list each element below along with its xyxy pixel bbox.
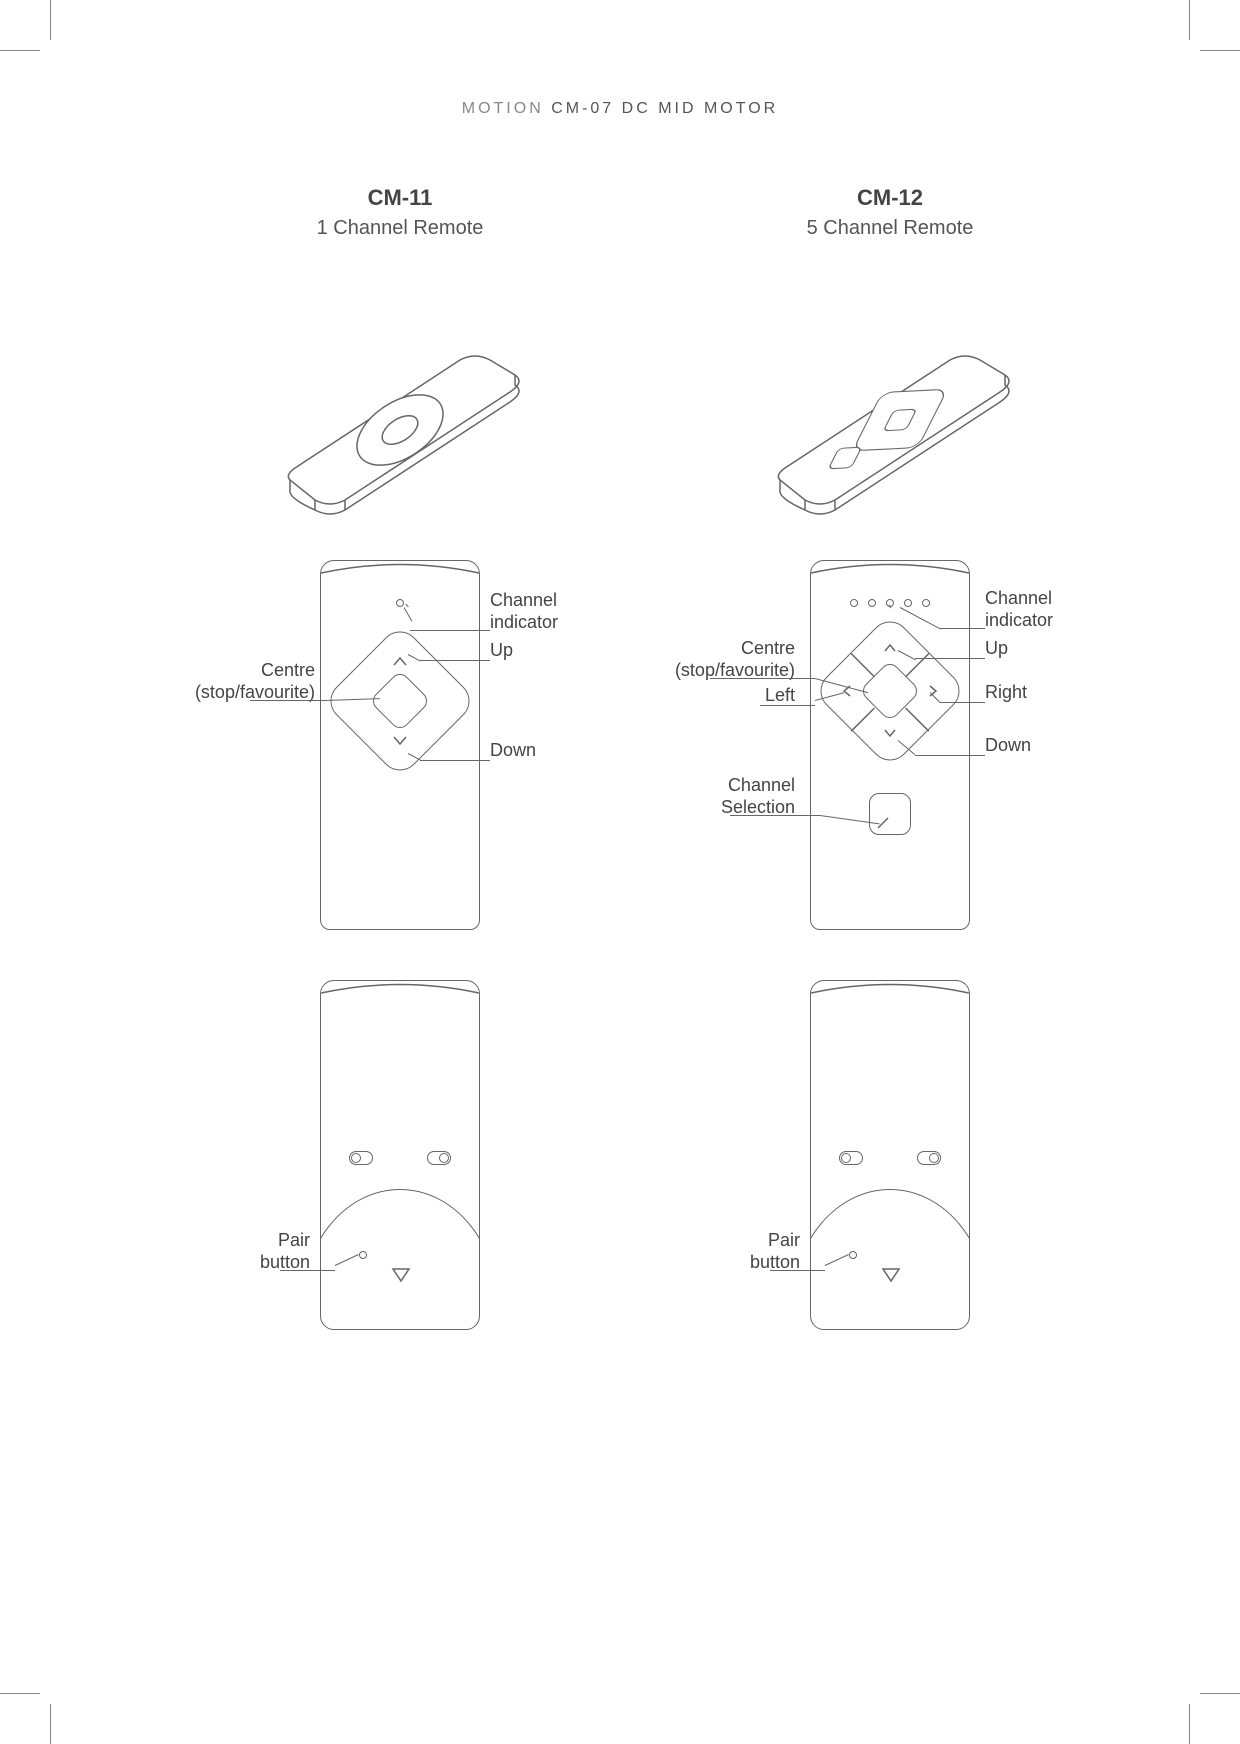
leader-line <box>770 1270 825 1271</box>
label-right: Right <box>985 682 1027 703</box>
leader-line <box>940 628 985 629</box>
leader-line <box>710 678 815 679</box>
channel-indicator-leds <box>850 599 930 607</box>
label-down: Down <box>490 740 536 761</box>
triangle-icon <box>881 1267 901 1283</box>
remote-front-cm11 <box>320 560 480 930</box>
led-icon <box>886 599 894 607</box>
led-icon <box>868 599 876 607</box>
crop-mark <box>1200 1693 1240 1694</box>
triangle-icon <box>391 1267 411 1283</box>
screw-icon <box>427 1151 451 1165</box>
model-subtitle-cm12: 5 Channel Remote <box>640 217 1140 240</box>
model-title-cm11: CM-11 <box>150 185 650 211</box>
remote-back-cm11 <box>320 980 480 1330</box>
dpad-cm11 <box>322 623 478 779</box>
dpad-cm12 <box>812 613 968 769</box>
remote-back-cm12 <box>810 980 970 1330</box>
model-title-cm12: CM-12 <box>640 185 1140 211</box>
label-channel-selection: Channel Selection <box>705 775 795 818</box>
front-diagram-cm12: Channel indicator Up Right Down Centre (… <box>640 560 1140 980</box>
up-arrow-icon <box>884 644 896 652</box>
label-centre: Centre (stop/favourite) <box>665 638 795 681</box>
label-channel-indicator: Channel indicator <box>490 590 558 633</box>
leader-line <box>915 755 985 756</box>
crop-mark <box>0 50 40 51</box>
column-cm12: CM-12 5 Channel Remote <box>640 185 1140 1360</box>
isometric-view-cm12 <box>640 300 1140 560</box>
screw-icon <box>349 1151 373 1165</box>
crop-mark <box>1200 50 1240 51</box>
leader-line <box>280 1270 335 1271</box>
crop-mark <box>1189 1704 1190 1744</box>
label-pair: Pair button <box>730 1230 800 1273</box>
pair-button-hole <box>849 1251 857 1259</box>
page-header: MOTION CM-07 DC MID MOTOR <box>0 100 1240 118</box>
up-arrow-icon <box>393 656 407 666</box>
crop-mark <box>50 1704 51 1744</box>
crop-mark <box>50 0 51 40</box>
crop-mark <box>0 1693 40 1694</box>
leader-line <box>730 815 820 816</box>
isometric-view-cm11 <box>150 300 650 560</box>
leader-line <box>940 702 985 703</box>
screw-icon <box>839 1151 863 1165</box>
leader-line <box>250 700 325 701</box>
label-up: Up <box>985 638 1008 659</box>
header-prefix: MOTION <box>462 100 551 117</box>
label-left: Left <box>750 685 795 706</box>
channel-selection-button <box>869 793 911 835</box>
pair-button-hole <box>359 1251 367 1259</box>
led-icon <box>850 599 858 607</box>
leader-line <box>420 660 490 661</box>
screw-icon <box>917 1151 941 1165</box>
label-centre: Centre (stop/favourite) <box>185 660 315 703</box>
centre-button <box>369 670 431 732</box>
label-up: Up <box>490 640 513 661</box>
leader-line <box>915 658 985 659</box>
back-diagram-cm11: Pair button <box>150 980 650 1360</box>
down-arrow-icon <box>393 736 407 746</box>
crop-mark <box>1189 0 1190 40</box>
back-diagram-cm12: Pair button <box>640 980 1140 1360</box>
led-icon <box>922 599 930 607</box>
channel-indicator-led <box>396 599 404 607</box>
model-subtitle-cm11: 1 Channel Remote <box>150 217 650 240</box>
led-icon <box>904 599 912 607</box>
label-pair: Pair button <box>240 1230 310 1273</box>
label-channel-indicator: Channel indicator <box>985 588 1053 631</box>
column-cm11: CM-11 1 Channel Remote <box>150 185 650 1360</box>
leader-line <box>420 760 490 761</box>
leader-line <box>760 705 815 706</box>
front-diagram-cm11: Channel indicator Up Down Centre (stop/f… <box>150 560 650 980</box>
down-arrow-icon <box>884 729 896 737</box>
leader-line <box>410 630 490 631</box>
header-bold: CM-07 DC MID MOTOR <box>551 100 778 117</box>
remote-front-cm12 <box>810 560 970 930</box>
label-down: Down <box>985 735 1031 756</box>
